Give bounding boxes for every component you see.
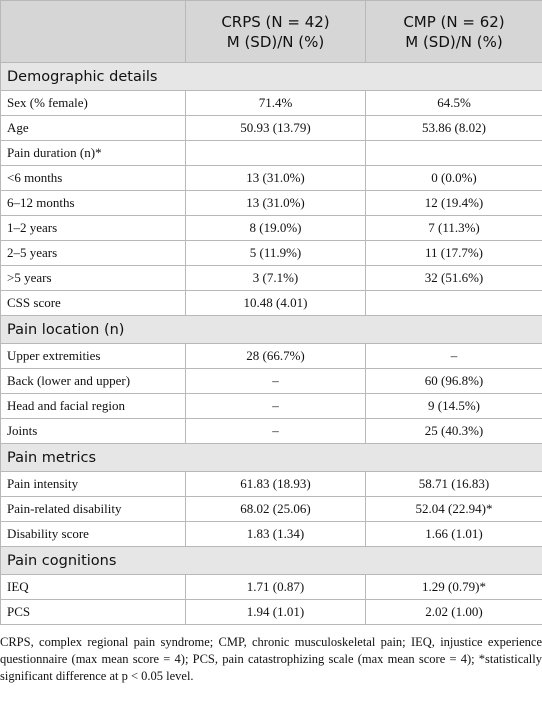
header-row: CRPS (N = 42) M (SD)/N (%) CMP (N = 62) M (… xyxy=(0,0,542,63)
row-label: Head and facial region xyxy=(0,393,186,419)
row-label: Pain intensity xyxy=(0,471,186,497)
data-row: >5 years 3 (7.1%) 32 (51.6%) xyxy=(0,265,542,291)
value-cell: 1.29 (0.79)* xyxy=(365,574,542,600)
row-label: 2–5 years xyxy=(0,240,186,266)
value-cell: 71.4% xyxy=(185,90,366,116)
header-line: CRPS (N = 42) xyxy=(221,12,330,31)
section-row: Pain cognitions xyxy=(0,546,542,575)
data-row: PCS 1.94 (1.01) 2.02 (1.00) xyxy=(0,599,542,625)
value-cell: 1.66 (1.01) xyxy=(365,521,542,547)
data-row: Joints –25 (40.3%) xyxy=(0,418,542,444)
value-cell: 8 (19.0%) xyxy=(185,215,366,241)
data-row: Age 50.93 (13.79) 53.86 (8.02) xyxy=(0,115,542,141)
data-row: Back (lower and upper) –60 (96.8%) xyxy=(0,368,542,394)
data-row: 1–2 years 8 (19.0%) 7 (11.3%) xyxy=(0,215,542,241)
value-cell: 9 (14.5%) xyxy=(365,393,542,419)
section-row: Demographic details xyxy=(0,62,542,91)
header-cell xyxy=(0,0,186,63)
value-cell: 1.71 (0.87) xyxy=(185,574,366,600)
row-label: Pain duration (n)* xyxy=(0,140,186,166)
section-title: Pain metrics xyxy=(0,443,542,472)
header-cell: CRPS (N = 42) M (SD)/N (%) xyxy=(185,0,366,63)
row-label: Pain-related disability xyxy=(0,496,186,522)
section-title: Pain cognitions xyxy=(0,546,542,575)
data-table: CRPS (N = 42) M (SD)/N (%) CMP (N = 62) M (… xyxy=(0,0,542,625)
value-cell: 50.93 (13.79) xyxy=(185,115,366,141)
section-title: Demographic details xyxy=(0,62,542,91)
row-label: Joints xyxy=(0,418,186,444)
row-label: Back (lower and upper) xyxy=(0,368,186,394)
value-cell: 32 (51.6%) xyxy=(365,265,542,291)
row-label: <6 months xyxy=(0,165,186,191)
value-cell: 1.94 (1.01) xyxy=(185,599,366,625)
value-cell: 61.83 (18.93) xyxy=(185,471,366,497)
value-cell: – xyxy=(185,368,366,394)
value-cell: 11 (17.7%) xyxy=(365,240,542,266)
data-row: IEQ 1.71 (0.87) 1.29 (0.79)* xyxy=(0,574,542,600)
section-row: Pain location (n) xyxy=(0,315,542,344)
value-cell: – xyxy=(185,393,366,419)
value-cell: 58.71 (16.83) xyxy=(365,471,542,497)
value-cell xyxy=(185,140,366,166)
row-label: PCS xyxy=(0,599,186,625)
row-label: Sex (% female) xyxy=(0,90,186,116)
header-cell: CMP (N = 62) M (SD)/N (%) xyxy=(365,0,542,63)
row-label: Disability score xyxy=(0,521,186,547)
data-row: Disability score 1.83 (1.34) 1.66 (1.01) xyxy=(0,521,542,547)
value-cell: 28 (66.7%) xyxy=(185,343,366,369)
value-cell: 52.04 (22.94)* xyxy=(365,496,542,522)
data-row: <6 months 13 (31.0%) 0 (0.0%) xyxy=(0,165,542,191)
footnote: CRPS, complex regional pain syndrome; CM… xyxy=(0,635,542,683)
data-row: Pain duration (n)* xyxy=(0,140,542,166)
value-cell: 12 (19.4%) xyxy=(365,190,542,216)
data-row: Pain intensity 61.83 (18.93) 58.71 (16.83) xyxy=(0,471,542,497)
value-cell: 64.5% xyxy=(365,90,542,116)
header-line: M (SD)/N (%) xyxy=(405,32,503,51)
header-line: CMP (N = 62) xyxy=(403,12,505,31)
value-cell: 68.02 (25.06) xyxy=(185,496,366,522)
value-cell: 10.48 (4.01) xyxy=(185,290,366,316)
row-label: IEQ xyxy=(0,574,186,600)
value-cell xyxy=(365,140,542,166)
data-row: 2–5 years 5 (11.9%) 11 (17.7%) xyxy=(0,240,542,266)
value-cell: 60 (96.8%) xyxy=(365,368,542,394)
data-row: CSS score 10.48 (4.01) xyxy=(0,290,542,316)
data-row: Head and facial region –9 (14.5%) xyxy=(0,393,542,419)
section-title: Pain location (n) xyxy=(0,315,542,344)
data-row: Sex (% female) 71.4% 64.5% xyxy=(0,90,542,116)
value-cell: 5 (11.9%) xyxy=(185,240,366,266)
header-line: M (SD)/N (%) xyxy=(226,32,325,51)
value-cell: 7 (11.3%) xyxy=(365,215,542,241)
data-row: Upper extremities 28 (66.7%) – xyxy=(0,343,542,369)
row-label: Age xyxy=(0,115,186,141)
row-label: Upper extremities xyxy=(0,343,186,369)
value-cell: 2.02 (1.00) xyxy=(365,599,542,625)
section-row: Pain metrics xyxy=(0,443,542,472)
value-cell: 25 (40.3%) xyxy=(365,418,542,444)
row-label: 1–2 years xyxy=(0,215,186,241)
row-label: >5 years xyxy=(0,265,186,291)
value-cell: – xyxy=(185,418,366,444)
data-row: 6–12 months 13 (31.0%) 12 (19.4%) xyxy=(0,190,542,216)
value-cell: 53.86 (8.02) xyxy=(365,115,542,141)
value-cell: – xyxy=(365,343,542,369)
value-cell xyxy=(365,290,542,316)
row-label: 6–12 months xyxy=(0,190,186,216)
value-cell: 0 (0.0%) xyxy=(365,165,542,191)
row-label: CSS score xyxy=(0,290,186,316)
value-cell: 3 (7.1%) xyxy=(185,265,366,291)
value-cell: 1.83 (1.34) xyxy=(185,521,366,547)
data-row: Pain-related disability 68.02 (25.06) 52.0… xyxy=(0,496,542,522)
value-cell: 13 (31.0%) xyxy=(185,190,366,216)
value-cell: 13 (31.0%) xyxy=(185,165,366,191)
